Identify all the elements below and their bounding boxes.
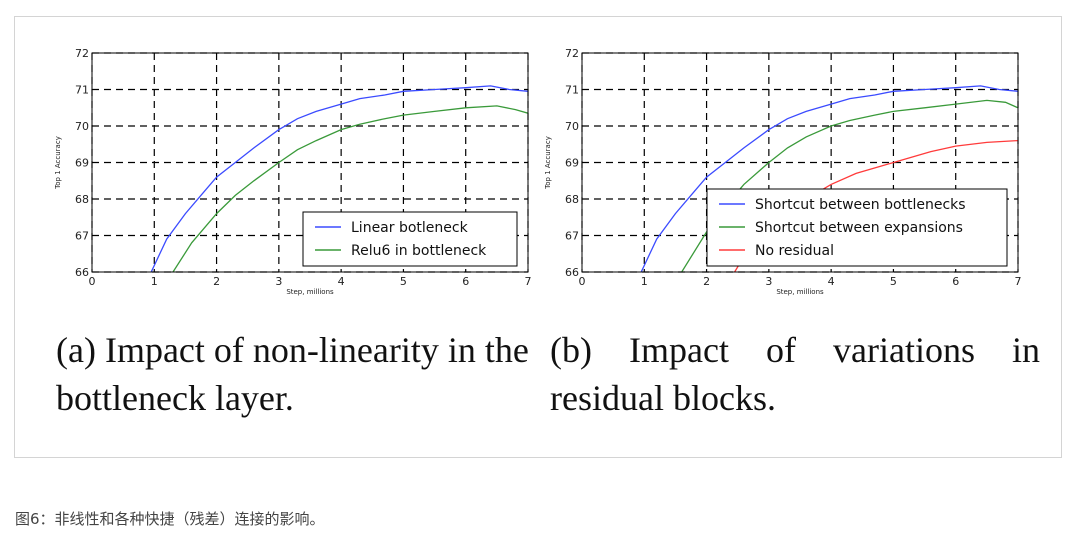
y-tick-label: 66 <box>565 266 579 279</box>
y-axis-label: Top 1 Accuracy <box>54 136 62 190</box>
x-tick-label: 3 <box>275 275 282 288</box>
y-tick-label: 72 <box>565 47 579 60</box>
plot-frame <box>581 52 1019 273</box>
legend-box <box>706 188 1008 267</box>
series-line <box>150 85 528 272</box>
legend-label: Relu6 in bottleneck <box>351 243 487 259</box>
x-tick-label: 4 <box>338 275 345 288</box>
y-tick-label: 69 <box>75 157 89 170</box>
y-tick-label: 71 <box>75 84 89 97</box>
series-line <box>640 85 1018 272</box>
subfigure-caption-a: (a) Impact of non-linearity in the bottl… <box>56 330 529 418</box>
x-tick-label: 6 <box>462 275 469 288</box>
x-tick-label: 1 <box>641 275 648 288</box>
plot-frame <box>91 52 529 273</box>
legend-label: No residual <box>755 243 834 259</box>
x-tick-label: 4 <box>828 275 835 288</box>
x-tick-label: 5 <box>400 275 407 288</box>
y-tick-label: 72 <box>75 47 89 60</box>
legend-label: Shortcut between expansions <box>755 220 963 236</box>
x-tick-label: 0 <box>579 275 586 288</box>
legend-box <box>302 211 518 267</box>
x-tick-label: 5 <box>890 275 897 288</box>
legend-label: Shortcut between bottlenecks <box>755 197 966 213</box>
series-line <box>172 105 528 272</box>
x-tick-label: 0 <box>89 275 96 288</box>
x-tick-label: 7 <box>525 275 532 288</box>
y-tick-label: 69 <box>565 157 579 170</box>
x-axis-label: Step, millions <box>776 288 824 296</box>
legend-label: Linear botleneck <box>351 220 469 236</box>
x-tick-label: 1 <box>151 275 158 288</box>
x-tick-label: 2 <box>703 275 710 288</box>
y-axis-label: Top 1 Accuracy <box>544 136 552 190</box>
y-tick-label: 70 <box>75 120 89 133</box>
y-tick-label: 71 <box>565 84 579 97</box>
y-tick-label: 67 <box>565 230 579 243</box>
y-tick-label: 66 <box>75 266 89 279</box>
x-tick-label: 6 <box>952 275 959 288</box>
x-tick-label: 7 <box>1015 275 1022 288</box>
subfigure-caption-b: (b) Impact of variations in residual blo… <box>550 330 1040 418</box>
x-tick-label: 2 <box>213 275 220 288</box>
x-tick-label: 3 <box>765 275 772 288</box>
figure-caption: 图6：非线性和各种快捷（残差）连接的影响。 <box>15 510 325 528</box>
y-tick-label: 68 <box>75 193 89 206</box>
y-tick-label: 70 <box>565 120 579 133</box>
x-axis-label: Step, millions <box>286 288 334 296</box>
y-tick-label: 68 <box>565 193 579 206</box>
y-tick-label: 67 <box>75 230 89 243</box>
